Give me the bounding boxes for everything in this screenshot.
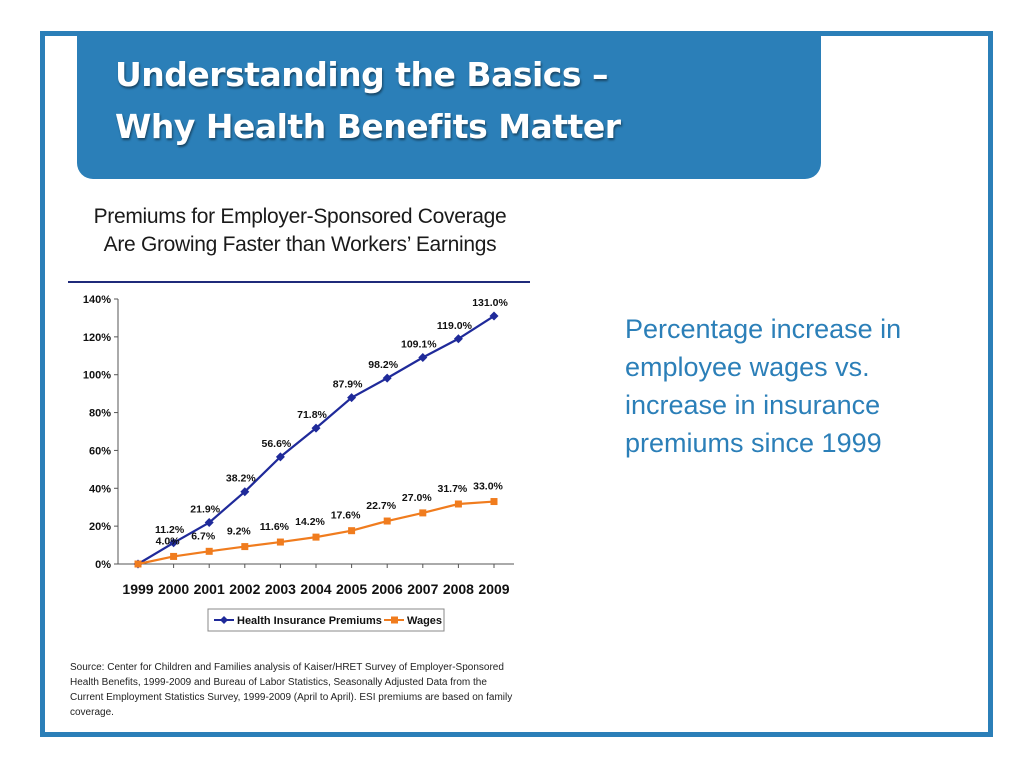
legend-label-premiums: Health Insurance Premiums [237, 615, 382, 627]
data-point-wages [276, 538, 284, 546]
data-label: 87.9% [333, 379, 363, 391]
data-label: 98.2% [368, 359, 398, 371]
line-chart: 0%20%40%60%80%100%120%140%1999 2000 2001 20… [83, 294, 514, 632]
y-tick-label: 100% [83, 370, 111, 382]
data-point-premiums [382, 373, 392, 383]
slide-title: Understanding the Basics – Why Health Be… [115, 49, 621, 153]
x-tick-label: 2003 [265, 581, 296, 597]
chart-title-rule [68, 281, 530, 283]
data-label: 21.9% [190, 504, 220, 516]
chart-source-note: Source: Center for Children and Families… [70, 662, 513, 718]
x-tick-label: 2005 [336, 581, 367, 597]
legend-box [207, 608, 445, 632]
data-label: 14.2% [295, 516, 325, 528]
chart-title-line-1: Premiums for Employer-Sponsored Coverage [93, 205, 507, 228]
y-tick-label: 40% [89, 483, 111, 495]
data-point-wages [454, 500, 462, 508]
slide-title-line-2: Why Health Benefits Matter [115, 107, 621, 146]
y-tick-label: 120% [83, 332, 111, 344]
data-point-premiums [204, 518, 214, 528]
y-tick-label: 140% [83, 294, 111, 306]
title-banner: Understanding the Basics – Why Health Be… [77, 35, 821, 179]
data-label: 31.7% [438, 483, 468, 495]
data-label: 38.2% [226, 473, 256, 485]
y-tick-label: 80% [89, 408, 111, 420]
data-label: 17.6% [331, 510, 361, 522]
legend-marker-wages [391, 616, 398, 624]
data-point-wages [312, 533, 320, 541]
chart-title-line-2: Are Growing Faster than Workers’ Earning… [103, 233, 497, 256]
data-label: 22.7% [366, 500, 396, 512]
x-tick-label: 2000 [158, 581, 189, 597]
data-point-premiums [489, 311, 499, 321]
side-description: Percentage increase in employee wages vs… [625, 314, 902, 458]
chart-title: Premiums for Employer-Sponsored Coverage… [70, 203, 530, 259]
data-label: 11.2% [155, 524, 185, 536]
data-label: 56.6% [262, 438, 292, 450]
data-label: 4.0% [156, 535, 181, 547]
data-point-wages [170, 552, 178, 560]
x-tick-label: 2004 [300, 581, 331, 597]
x-tick-label: 2001 [194, 581, 225, 597]
slide-title-line-1: Understanding the Basics – [115, 55, 609, 94]
data-point-wages [348, 527, 356, 535]
x-tick-label: 2009 [478, 581, 509, 597]
data-label: 109.1% [401, 338, 437, 350]
x-tick-label: 2006 [372, 581, 403, 597]
data-label: 11.6% [260, 521, 290, 533]
y-tick-label: 0% [95, 559, 111, 571]
data-label: 6.7% [191, 530, 216, 542]
data-point-premiums [275, 452, 285, 462]
data-point-premiums [240, 487, 250, 497]
data-point-premiums [347, 393, 357, 403]
data-label: 27.0% [402, 492, 432, 504]
x-tick-label: 2002 [229, 581, 260, 597]
data-point-wages [205, 547, 213, 555]
x-tick-label: 2007 [407, 581, 438, 597]
data-point-premiums [311, 423, 321, 433]
legend-marker-premiums [220, 616, 228, 624]
data-label: 131.0% [472, 297, 508, 309]
data-label: 119.0% [437, 320, 473, 332]
data-point-wages [383, 517, 391, 525]
legend-label-wages: Wages [407, 615, 442, 627]
data-point-wages [490, 498, 498, 506]
data-point-premiums [169, 538, 179, 548]
y-tick-label: 60% [89, 445, 111, 457]
data-point-wages [134, 560, 142, 568]
data-label: 33.0% [473, 481, 503, 493]
x-tick-label: 1999 [122, 581, 153, 597]
data-label: 9.2% [227, 526, 252, 538]
data-point-premiums [453, 334, 463, 344]
data-label: 71.8% [297, 409, 327, 421]
x-tick-label: 2008 [443, 581, 474, 597]
y-tick-label: 20% [89, 521, 111, 533]
data-point-wages [241, 543, 249, 551]
data-point-premiums [418, 352, 428, 362]
data-point-wages [419, 509, 427, 517]
